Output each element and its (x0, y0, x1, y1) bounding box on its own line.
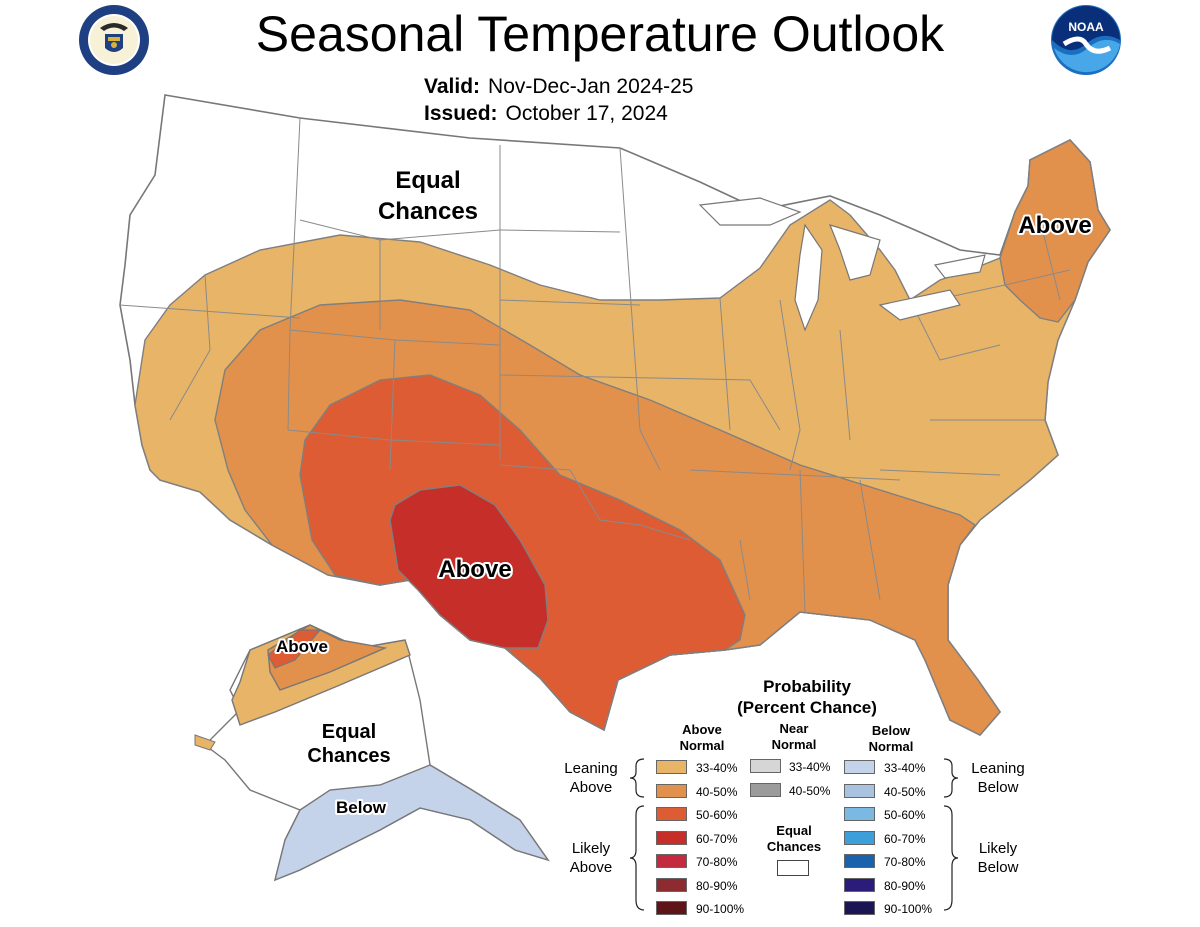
legend-label-below-4: 60-70% (884, 831, 926, 846)
legend-swatch-below-1 (844, 760, 875, 774)
legend-swatch-near-2 (750, 782, 781, 797)
legend-swatch-above-2 (656, 783, 687, 798)
valid-period: Valid: Nov-Dec-Jan 2024-25 (424, 73, 693, 101)
label-above-northeast: Above (1018, 212, 1091, 239)
conus-above-60-70-region (389, 484, 549, 649)
label-above-alaska: Above (276, 637, 328, 656)
alaska-above-50-60-region (267, 629, 322, 669)
label-above-texas: Above (438, 556, 511, 583)
label-equal-chances-north-line1: Equal (395, 167, 460, 194)
legend-swatch-near-1 (750, 759, 781, 773)
legend-leaning-below-label: Leaning Below (971, 760, 1025, 796)
valid-label: Valid: (424, 75, 481, 98)
legend-label-above-3: 50-60% (696, 808, 738, 822)
legend-label-above-5: 70-80% (696, 855, 738, 869)
legend-title: Probability (Percent Chance) (712, 676, 902, 718)
legend-equal-chances-label: Equal Chances (766, 823, 822, 854)
legend-label-above-7: 90-100% (696, 902, 745, 916)
alaska-peninsula (194, 734, 216, 751)
label-equal-chances-alaska-line2: Chances (307, 745, 390, 767)
legend-above-header: Above Normal (679, 722, 725, 753)
legend-label-below-5: 70-80% (884, 855, 926, 869)
label-equal-chances-alaska: Equal Chances (307, 721, 390, 767)
issued-date: Issued: October 17, 2024 (424, 100, 668, 128)
legend-label-near-1: 33-40% (789, 760, 831, 774)
legend-label-below-7: 90-100% (884, 902, 933, 916)
noaa-logo-text: NOAA (1068, 20, 1104, 34)
legend-equal-chances-swatch (777, 860, 809, 876)
legend-swatch-above-1 (656, 760, 687, 774)
legend-label-below-6: 80-90% (884, 878, 926, 893)
legend-label-near-2: 40-50% (789, 783, 831, 798)
valid-value: Nov-Dec-Jan 2024-25 (488, 75, 694, 98)
northeast-above-40-50-region (999, 139, 1111, 323)
legend-title-line1: Probability (763, 677, 851, 696)
legend-swatch-below-4 (844, 830, 875, 845)
label-equal-chances-north: Equal Chances (378, 167, 478, 225)
legend-swatch-above-3 (656, 807, 687, 821)
legend-swatch-below-7 (844, 901, 875, 915)
legend-swatch-below-3 (844, 807, 875, 821)
legend-swatch-below-2 (844, 783, 875, 798)
legend-braces (629, 758, 959, 911)
legend-label-above-6: 80-90% (696, 878, 738, 893)
great-lakes (698, 197, 986, 332)
map-title: Seasonal Temperature Outlook (255, 6, 945, 62)
state-boundaries (119, 117, 1071, 613)
legend-label-above-2: 40-50% (696, 784, 738, 799)
legend-title-line2: (Percent Chance) (737, 698, 877, 717)
legend-swatch-above-5 (656, 854, 687, 868)
legend-label-below-1: 33-40% (884, 761, 926, 775)
label-below-alaska: Below (336, 798, 387, 817)
legend-leaning-above-label: Leaning Above (564, 760, 618, 796)
legend-likely-below-label: Likely Below (977, 840, 1019, 876)
noaa-logo: NOAA (1051, 5, 1121, 75)
legend-swatch-above-7 (656, 901, 687, 915)
legend-swatch-above-6 (656, 877, 687, 892)
department-of-commerce-seal (79, 5, 149, 75)
issued-value: October 17, 2024 (505, 102, 668, 125)
legend-below-header: Below Normal (868, 723, 914, 754)
legend-near-header: Near Normal (771, 721, 817, 752)
legend-label-below-2: 40-50% (884, 784, 926, 799)
label-equal-chances-alaska-line1: Equal (322, 721, 376, 743)
legend-swatch-below-6 (844, 877, 875, 892)
legend-swatch-below-5 (844, 854, 875, 868)
issued-label: Issued: (424, 102, 498, 125)
legend-label-below-3: 50-60% (884, 808, 926, 822)
legend-likely-above-label: Likely Above (569, 840, 613, 876)
legend-swatch-above-4 (656, 830, 687, 845)
legend-label-above-1: 33-40% (696, 761, 738, 775)
label-equal-chances-north-line2: Chances (378, 198, 478, 225)
alaska-below-33-40-region (273, 764, 550, 882)
legend-label-above-4: 60-70% (696, 831, 738, 846)
